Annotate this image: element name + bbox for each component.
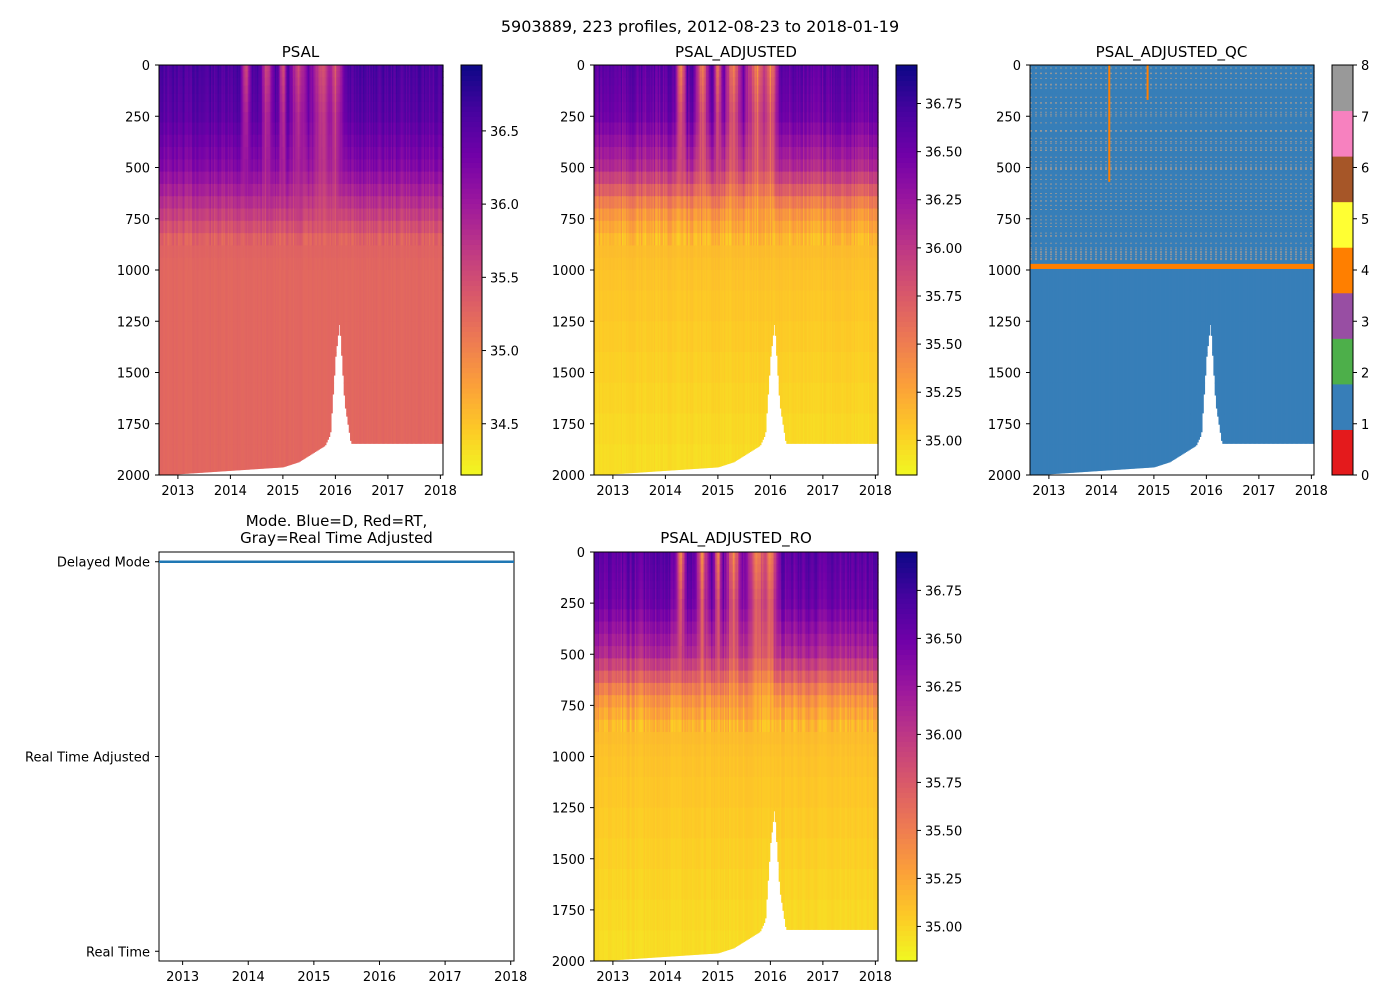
panel-title: PSAL	[282, 43, 320, 61]
figure-title: 5903889, 223 profiles, 2012-08-23 to 201…	[501, 17, 899, 36]
heatmap-plot: 2013 2014 2015 2016 2017 20180250500750100012…	[117, 59, 457, 499]
panel-psal: PSAL 2013 2014 2015 2016 2017 201802505007501…	[117, 43, 519, 499]
heatmap-cells	[159, 65, 444, 476]
figure: 5903889, 223 profiles, 2012-08-23 to 201…	[0, 0, 1400, 1000]
